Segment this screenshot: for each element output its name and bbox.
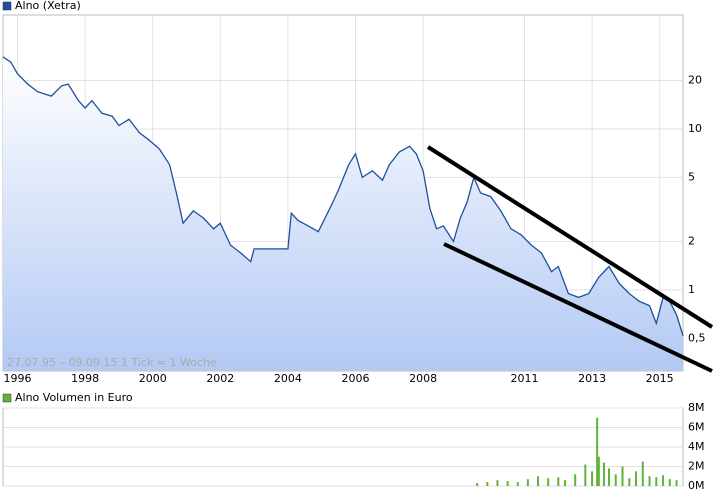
y-tick-label: 4M [688,440,705,453]
volume-bar [662,475,665,486]
x-tick-label: 2000 [139,372,167,385]
y-tick-label: 1 [688,283,695,296]
volume-bar [596,417,599,486]
x-tick-label: 2011 [510,372,538,385]
volume-bar [537,476,540,486]
volume-bar [547,478,550,486]
volume-bar [597,456,600,486]
annotation: 27.07.95 – 09.09.15 1 Tick = 1 Woche [7,356,217,369]
x-tick-label: 1998 [71,372,99,385]
y-tick-label: 20 [688,73,702,86]
volume-bar [641,461,644,486]
legend-swatch [2,1,12,11]
y-tick-label: 5 [688,170,695,183]
volume-bar [628,478,631,486]
legend-label: Alno Volumen in Euro [15,391,133,404]
volume-bar [496,480,499,486]
marks: 0,5 1 2 5 10 20 1996 1998 2000 2002 2004 2006 2008 20… [2,0,706,492]
volume-bar [591,471,594,486]
x-tick-label: 2006 [342,372,370,385]
x-tick-label: 2015 [646,372,674,385]
x-tick-label: 2002 [206,372,234,385]
x-tick-label: 2008 [409,372,437,385]
legend-label: Alno (Xetra) [15,0,81,12]
y-tick-label: 6M [688,421,705,434]
volume-bar [607,468,610,486]
volume-bar [516,482,519,486]
price-line [2,56,684,336]
volume-bar [668,479,671,486]
legend-swatch [2,393,12,403]
y-tick-label: 2M [688,460,705,473]
volume-bar [506,481,509,486]
y-tick-label: 8M [688,401,705,414]
x-tick-label: 2013 [578,372,606,385]
x-tick-label: 2004 [274,372,302,385]
volume-bar [648,476,651,486]
volume-bar [486,482,489,486]
volume-bar [564,480,567,486]
volume-bar [614,474,617,486]
volume-bar [635,471,638,486]
y-tick-label: 0,5 [688,331,706,344]
volume-bar [602,462,605,486]
trend-line [426,145,714,329]
volume-bar [584,464,587,486]
y-tick-label: 10 [688,122,702,135]
x-tick-label: 1996 [4,372,32,385]
volume-bar [655,477,658,486]
volume-bar [621,466,624,486]
volume-bar [526,479,529,486]
volume-bar [675,480,678,486]
y-tick-label: 2 [688,235,695,248]
area-fill [3,56,683,372]
trend-line [443,242,713,373]
volume-bar [574,474,577,486]
volume-bar [557,477,560,486]
y-tick-label: 0M [688,479,705,492]
volume-bar [476,483,479,486]
